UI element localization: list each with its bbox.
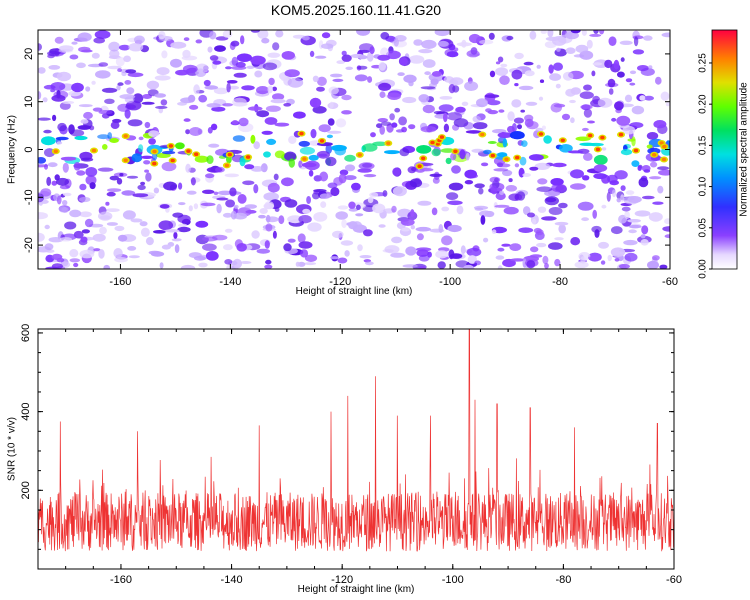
snr-background xyxy=(38,329,674,569)
y-tick-label: -20 xyxy=(23,237,35,253)
snr-panel: -160 -140 -120 -100 -80 -60 200 400 600 Height of… xyxy=(7,324,682,595)
snr-frame xyxy=(37,328,675,570)
colorbar-tick-label: 0.15 xyxy=(698,135,709,155)
y-tick-label: 200 xyxy=(20,481,32,499)
x-tick-label: -120 xyxy=(329,276,351,288)
spectrogram-panel: -160 -140 -120 -100 -80 -60-20-1001020Height … xyxy=(7,29,678,297)
x-tick-label: -100 xyxy=(439,276,461,288)
colorbar-tick-label: 0.05 xyxy=(698,218,709,238)
x-tick-label: -160 xyxy=(110,574,132,586)
colorbar-tick-label: 0.25 xyxy=(698,53,709,73)
y-axis-label: Frequency (Hz) xyxy=(7,115,18,184)
x-axis-label: Height of straight line (km) xyxy=(298,584,415,595)
colorbar-label: Normalized spectral amplitude xyxy=(739,82,750,217)
x-tick-label: -120 xyxy=(331,574,353,586)
x-axis-label: Height of straight line (km) xyxy=(296,286,413,297)
colorbar-tick-label: 0.20 xyxy=(698,94,709,114)
spectrogram-background xyxy=(38,30,670,269)
y-tick-label: 400 xyxy=(20,402,32,420)
y-tick-label: 20 xyxy=(23,48,35,60)
x-tick-label: -160 xyxy=(109,276,131,288)
x-tick-label: -60 xyxy=(662,276,678,288)
y-tick-label: 10 xyxy=(23,96,35,108)
x-tick-label: -60 xyxy=(666,574,682,586)
x-tick-label: -80 xyxy=(552,276,568,288)
x-tick-label: -80 xyxy=(555,574,571,586)
y-tick-label: 600 xyxy=(20,324,32,342)
y-tick-label: 0 xyxy=(23,146,35,152)
x-tick-label: -140 xyxy=(221,574,243,586)
x-tick-label: -100 xyxy=(442,574,464,586)
y-tick-label: -10 xyxy=(23,189,35,205)
colorbar-tick-label: 0.10 xyxy=(698,176,709,196)
page-title: KOM5.2025.160.11.41.G20 xyxy=(270,2,442,18)
x-tick-label: -140 xyxy=(219,276,241,288)
snr-series-line xyxy=(38,329,674,552)
colorbar-tick-label: 0.00 xyxy=(698,259,709,279)
colorbar-scale xyxy=(711,29,738,270)
y-axis-label: SNR (10 * v/v) xyxy=(7,417,18,481)
colorbar: 0.00 0.05 0.10 0.15 0.20 0.25 Normalized spect… xyxy=(698,29,750,279)
